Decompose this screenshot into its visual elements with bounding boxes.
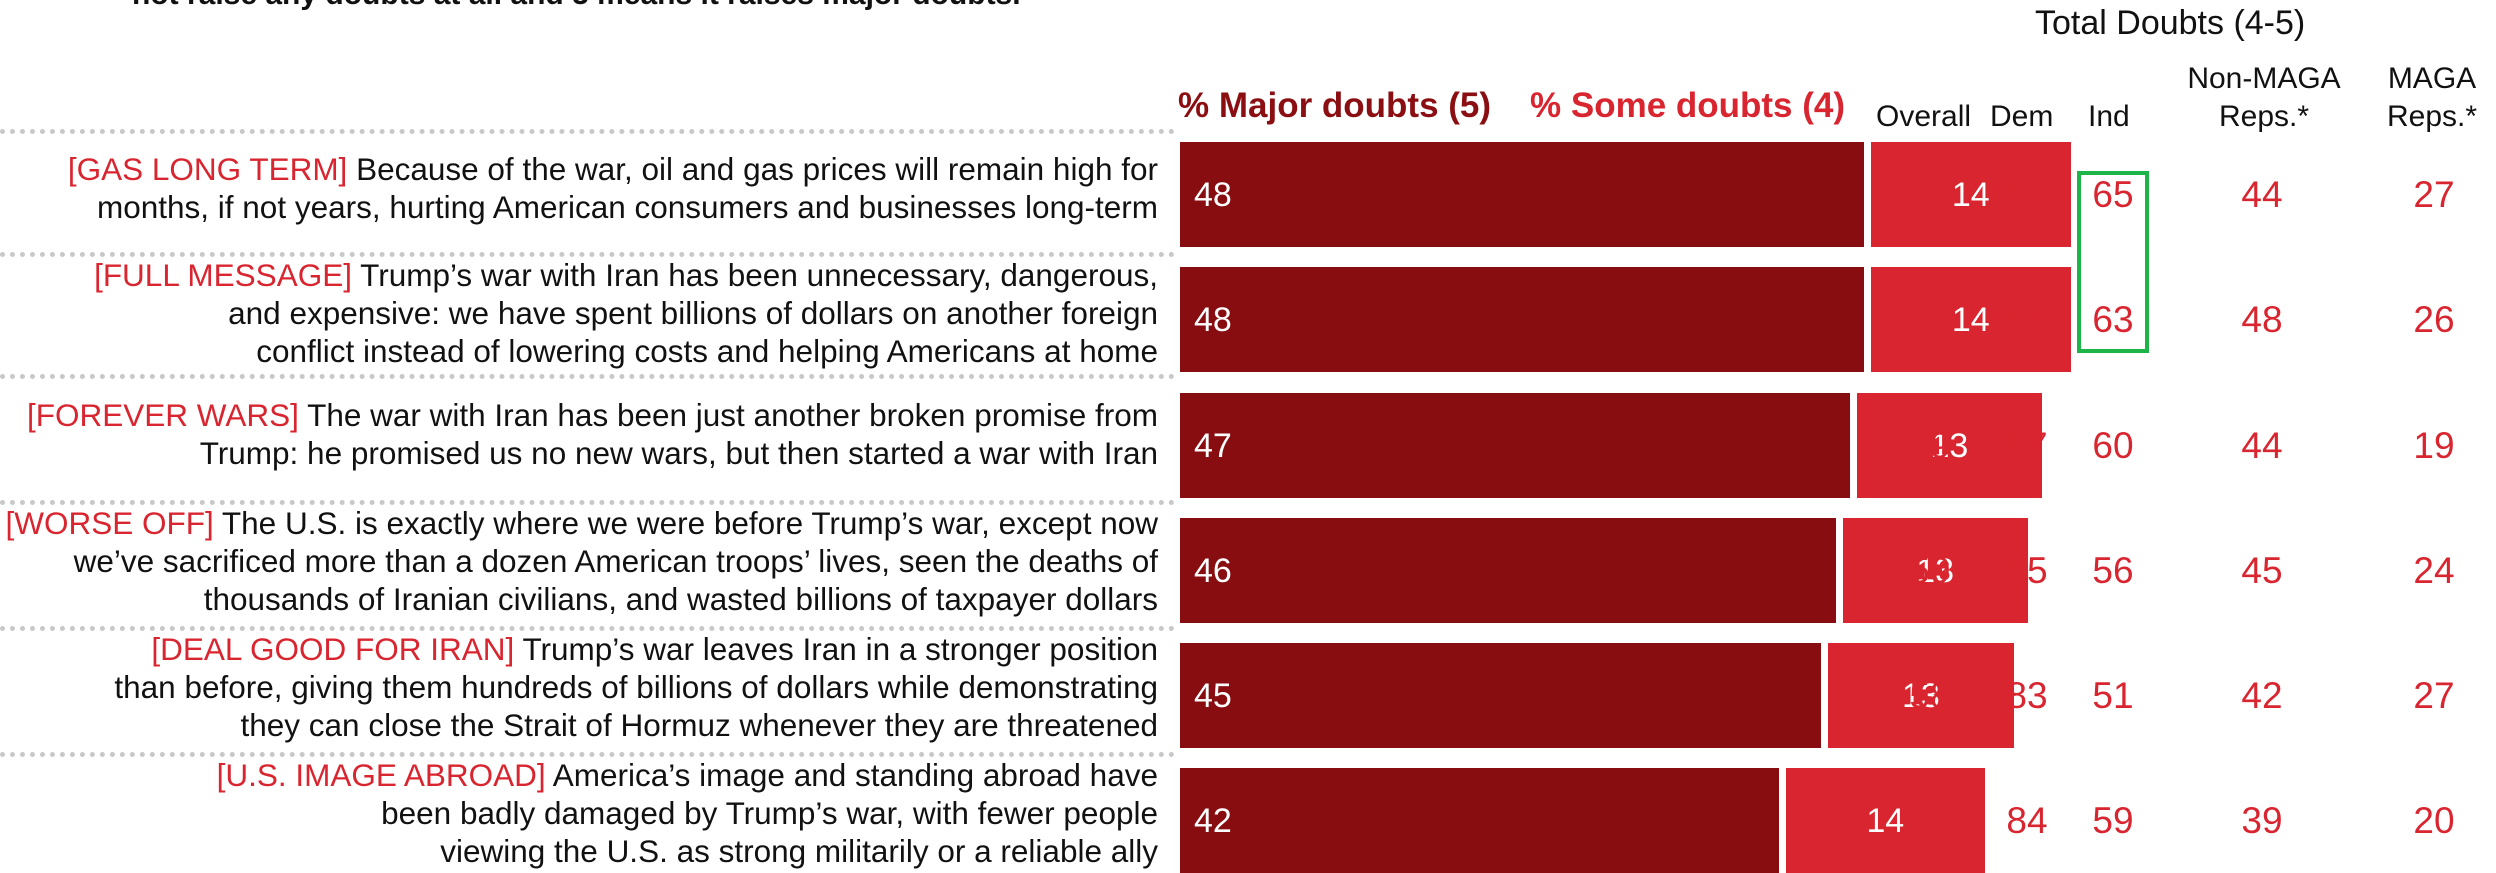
bar-value-major: 46 [1194, 551, 1232, 590]
total-overall-value: 58 [1909, 674, 1951, 716]
bar-value-major: 48 [1194, 175, 1232, 214]
total-maga-value: 27 [2413, 674, 2455, 716]
bar-value-major: 48 [1194, 300, 1232, 339]
item-tag: [DEAL GOOD FOR IRAN] [151, 631, 523, 667]
bar-value-some: 14 [1951, 175, 1990, 214]
item-label: [FOREVER WARS] The war with Iran has bee… [0, 396, 1158, 472]
row-separator [0, 129, 1175, 134]
col-head-dem: Dem [1990, 100, 2054, 133]
total-dem-value: 87 [2006, 424, 2048, 466]
item-label: [WORSE OFF] The U.S. is exactly where we… [0, 504, 1158, 618]
total-ind-value: 65 [2092, 173, 2134, 215]
item-text-line: The war with Iran has been just another … [307, 397, 1158, 433]
bar-major-doubts: 42 [1180, 768, 1779, 873]
total-non-maga-value: 44 [2241, 424, 2283, 466]
question-note: not raise any doubts at all and 5 means … [132, 0, 1021, 12]
legend-some-doubts: % Some doubts (4) [1530, 86, 1846, 125]
item-tag: [U.S. IMAGE ABROAD] [216, 757, 553, 793]
row-separator [0, 752, 1175, 757]
item-label: [DEAL GOOD FOR IRAN] Trump’s war leaves … [0, 630, 1158, 744]
total-non-maga-value: 44 [2241, 173, 2283, 215]
total-dem-value: 84 [2006, 799, 2048, 841]
total-maga-value: 26 [2413, 298, 2455, 340]
item-text-line: been badly damaged by Trump’s war, with … [381, 795, 1158, 831]
bar-some-doubts: 13 [1856, 393, 2042, 498]
total-non-maga-value: 39 [2241, 799, 2283, 841]
total-ind-value: 60 [2092, 424, 2134, 466]
row-separator [0, 626, 1175, 631]
item-tag: [GAS LONG TERM] [67, 151, 357, 187]
row-separator [0, 252, 1175, 257]
total-ind-value: 63 [2092, 298, 2134, 340]
total-non-maga-value: 42 [2241, 674, 2283, 716]
total-ind-value: 51 [2092, 674, 2134, 716]
total-maga-value: 24 [2413, 549, 2455, 591]
total-doubts-title: Total Doubts (4-5) [2035, 4, 2306, 42]
item-label: [U.S. IMAGE ABROAD] America’s image and … [0, 756, 1158, 870]
bar-some-doubts: 13 [1842, 518, 2028, 623]
item-text-line: America’s image and standing abroad have [552, 757, 1158, 793]
row-separator [0, 374, 1175, 379]
total-overall-value: 62 [1909, 298, 1951, 340]
item-text-line: viewing the U.S. as strong militarily or… [440, 833, 1158, 869]
total-overall-value: 59 [1909, 549, 1951, 591]
bar-value-some: 14 [1866, 801, 1905, 840]
row-separator [0, 500, 1175, 505]
item-text-line: Trump’s war leaves Iran in a stronger po… [522, 631, 1158, 667]
item-text-line: we’ve sacrificed more than a dozen Ameri… [73, 543, 1158, 579]
bar-some-doubts: 14 [1871, 142, 2071, 247]
bar-major-doubts: 48 [1180, 267, 1864, 372]
item-tag: [FULL MESSAGE] [94, 257, 361, 293]
item-text-line: Trump’s war with Iran has been unnecessa… [360, 257, 1158, 293]
bar-major-doubts: 45 [1180, 643, 1822, 748]
bar-value-major: 47 [1194, 426, 1232, 465]
bar-value-major: 45 [1194, 676, 1232, 715]
total-dem-value: 85 [2006, 549, 2048, 591]
col-head-maga: MAGA Reps.* [2386, 62, 2478, 133]
item-text-line: months, if not years, hurting American c… [96, 189, 1158, 225]
bar-some-doubts: 14 [1785, 768, 1985, 873]
bar-major-doubts: 46 [1180, 518, 1836, 623]
total-overall-value: 61 [1909, 173, 1951, 215]
total-maga-value: 27 [2413, 173, 2455, 215]
total-non-maga-value: 48 [2241, 298, 2283, 340]
total-dem-value: 86 [2006, 298, 2048, 340]
total-non-maga-value: 45 [2241, 549, 2283, 591]
bar-major-doubts: 47 [1180, 393, 1850, 498]
bar-some-doubts: 13 [1828, 643, 2014, 748]
item-text-line: Trump: he promised us no new wars, but t… [199, 435, 1158, 471]
bar-major-doubts: 48 [1180, 142, 1864, 247]
bar-value-some: 14 [1951, 300, 1990, 339]
total-ind-value: 56 [2092, 549, 2134, 591]
col-head-non-maga: Non-MAGA Reps.* [2187, 62, 2341, 133]
total-maga-value: 20 [2413, 799, 2455, 841]
item-text-line: than before, giving them hundreds of bil… [114, 669, 1158, 705]
bar-value-some: 13 [1930, 426, 1969, 465]
item-text-line: conflict instead of lowering costs and h… [256, 333, 1158, 369]
total-ind-value: 59 [2092, 799, 2134, 841]
item-text-line: they can close the Strait of Hormuz when… [240, 707, 1159, 743]
col-head-overall: Overall [1876, 100, 1972, 133]
bar-value-some: 13 [1901, 676, 1940, 715]
total-maga-value: 19 [2413, 424, 2455, 466]
item-text-line: thousands of Iranian civilians, and wast… [203, 581, 1158, 617]
total-dem-value: 86 [2006, 173, 2048, 215]
total-overall-value: 59 [1909, 424, 1951, 466]
item-text-line: Because of the war, oil and gas prices w… [356, 151, 1158, 187]
item-tag: [FOREVER WARS] [27, 397, 308, 433]
legend-major-doubts: % Major doubts (5) [1178, 86, 1492, 125]
total-overall-value: 57 [1909, 799, 1951, 841]
item-tag: [WORSE OFF] [5, 505, 222, 541]
col-head-ind: Ind [2088, 100, 2130, 133]
bar-some-doubts: 14 [1871, 267, 2071, 372]
item-text-line: and expensive: we have spent billions of… [228, 295, 1158, 331]
total-dem-value: 83 [2006, 674, 2048, 716]
item-label: [GAS LONG TERM] Because of the war, oil … [0, 150, 1158, 226]
bar-value-major: 42 [1194, 801, 1232, 840]
item-label: [FULL MESSAGE] Trump’s war with Iran has… [0, 256, 1158, 370]
bar-value-some: 13 [1916, 551, 1955, 590]
ind-highlight-box [2077, 171, 2149, 353]
item-text-line: The U.S. is exactly where we were before… [221, 505, 1158, 541]
